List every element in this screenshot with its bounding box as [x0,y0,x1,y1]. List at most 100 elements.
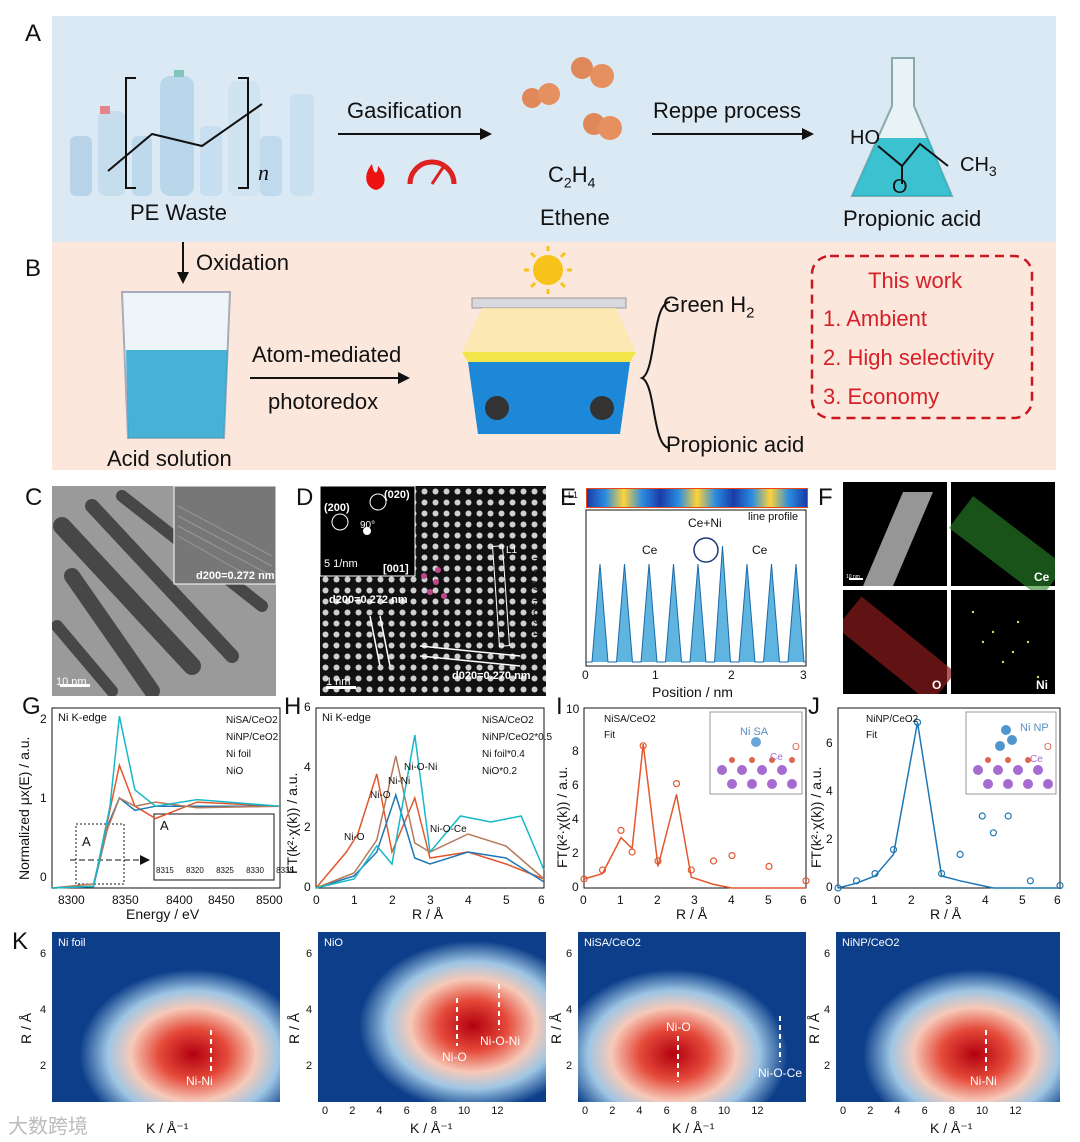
e-line-profile-chart [585,509,807,667]
chart2-point [617,826,625,834]
j-legend-1: NiNP/CeO2 [866,714,919,725]
d-spot-200: (200) [324,502,350,514]
d-d020-label: d020=0.270 nm [452,670,531,682]
wavelet-maps [52,932,1060,1102]
k3-xt4: 8 [690,1105,697,1117]
k2-yt1: 2 [306,1060,313,1072]
k3-xt0: 0 [582,1105,589,1117]
i-xtick-1: 1 [617,893,624,907]
j-xtick-5: 5 [1019,893,1026,907]
k-xticks-3: 0 2 4 6 8 10 12 [582,1105,764,1117]
i-ylabel: FT(k²·χ(k)) / a.u. [554,766,570,868]
g-ylabel: Normalized μx(E) / a.u. [16,736,32,880]
j-ytick-1: 2 [826,832,833,846]
f-scale-label: 10 nm [846,574,860,580]
k-label-nioce-3: Ni-O-Ce [758,1066,802,1080]
green-h2-label: Green H2 [663,292,755,321]
j-ytick-0: 0 [826,880,833,894]
i-legend-1: NiSA/CeO2 [604,714,656,725]
k4-xt1: 2 [867,1105,874,1117]
j-ce-label: Ce [1030,754,1043,765]
panel-label-a: A [25,20,42,47]
k-yticks-4: 6 4 2 [824,926,830,1094]
k-title-3: NiSA/CeO2 [584,937,641,949]
green-h2-text: Green H [663,292,747,317]
h-annot-nio-2: Ni-O [344,832,365,843]
e-ce-label-2: Ce [752,543,768,557]
chart2-point [628,848,636,856]
panel-label-d: D [296,484,314,511]
g-box-label: A [82,834,91,849]
g-legend: NiSA/CeO2 NiNP/CeO2 Ni foil NiO [226,712,278,780]
i-xlabel: R / Å [676,906,708,922]
h-ytick-2: 4 [304,760,311,774]
photoredox-label: photoredox [268,389,379,414]
k-label-nioni-2: Ni-O-Ni [480,1034,520,1048]
g-frame [51,707,281,889]
e-xtick-3: 3 [800,668,807,682]
k4-xt6: 12 [1009,1105,1022,1117]
k-xticks-2: 0 2 4 6 8 10 12 [322,1105,504,1117]
ethene-c: C [548,162,564,187]
j-xtick-1: 1 [871,893,878,907]
ch3-ch: CH [960,154,989,176]
chart3-series-1 [837,722,1060,889]
plastic-bottles-image [70,70,314,196]
k-ylabel-1: R / Å [18,1012,34,1044]
chart3-point [834,884,842,892]
h-legend-2: NiNP/CeO2*0.5 [482,732,553,743]
g-inset-tick-1: 8320 [186,866,204,875]
h-xtick-5: 5 [503,893,510,907]
e-xtick-1: 1 [652,668,659,682]
chart2-point [802,877,810,885]
j-frame [837,707,1061,889]
this-work-item-2: 2. High selectivity [823,345,995,370]
d-fft-scale: 5 1/nm [324,558,358,570]
g-legend-1: NiSA/CeO2 [226,715,278,726]
i-xtick-6: 6 [800,893,807,907]
i-ce-label: Ce [770,752,783,763]
j-site-label: Ni NP [1020,722,1049,734]
k2-xt5: 10 [457,1105,471,1117]
k-xlabel-4: K / Å⁻¹ [930,1120,973,1136]
j-ytick-3: 6 [826,736,833,750]
acid-solution-label: Acid solution [107,446,232,471]
k4-xt0: 0 [840,1105,847,1117]
h-annot-nini: Ni-Ni [388,776,411,787]
j-xtick-4: 4 [982,893,989,907]
j-xtick-2: 2 [908,893,915,907]
chart2-point [580,875,588,883]
j-ylabel: FT(k²·χ(k)) / a.u. [808,766,824,868]
h-xtick-0: 0 [313,893,320,907]
chart1-series-2 [315,755,545,889]
k1-yt3: 6 [40,948,47,960]
k-title-1: Ni foil [58,937,86,949]
f-ce-label: Ce [1034,570,1050,584]
j-legend-2: Fit [866,730,878,741]
e-line-scan-strip [586,488,808,508]
chart3-point [1004,812,1012,820]
h-ytick-0: 0 [304,880,311,894]
ethene-h: H [571,162,588,187]
i-legend: NiSA/CeO2 Fit [604,712,656,744]
g-inset-tick-2: 8325 [216,866,234,875]
h-legend-1: NiSA/CeO2 [482,715,534,726]
i-ytick-0: 0 [572,880,579,894]
i-ytick-1: 2 [572,846,579,860]
k3-yt3: 6 [566,948,573,960]
k-map-ni-foil [52,932,280,1102]
h-xtick-1: 1 [351,893,358,907]
i-ytick-2: 4 [572,812,579,826]
chart2-point [672,779,681,788]
k3-xt3: 6 [663,1105,670,1117]
propionic-acid-b-label: Propionic acid [666,432,805,457]
k4-xt3: 6 [921,1105,928,1117]
k1-yt2: 4 [40,1004,47,1016]
g-legend-4: NiO [226,766,244,777]
pe-waste-label: PE Waste [130,200,227,225]
k-yticks-2: 6 4 2 [306,926,312,1094]
k4-yt2: 4 [824,1004,831,1016]
k2-xt1: 2 [349,1105,356,1117]
k3-yt1: 2 [566,1060,573,1072]
h-xtick-2: 2 [389,893,396,907]
